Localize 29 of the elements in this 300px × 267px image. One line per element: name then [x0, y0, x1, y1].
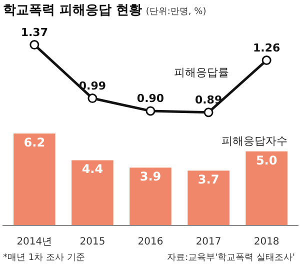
- point: [204, 108, 214, 118]
- point: [30, 40, 40, 50]
- data-label: 4.4: [82, 162, 104, 176]
- bar: [72, 160, 114, 226]
- data-label: 1.26: [253, 41, 280, 54]
- point: [146, 106, 156, 116]
- bar: [14, 134, 56, 226]
- chart-subtitle: (단위:만명, %): [146, 7, 206, 17]
- data-label: 6.2: [24, 136, 46, 150]
- point: [88, 94, 98, 104]
- bar: [130, 168, 172, 226]
- x-tick-label: 2018: [254, 236, 280, 248]
- data-label: 5.0: [256, 153, 278, 168]
- bar: [246, 151, 288, 226]
- x-tick-label: 2017: [196, 236, 222, 248]
- data-label: 0.90: [136, 92, 164, 105]
- x-tick-label: 2015: [80, 236, 106, 248]
- data-label: 3.7: [198, 172, 220, 187]
- bar: [188, 170, 230, 226]
- x-tick-label: 2016: [138, 236, 164, 248]
- x-tick-label: 2014년: [16, 236, 52, 248]
- data-label: 3.9: [140, 170, 162, 184]
- data-label: 1.37: [20, 26, 48, 39]
- chart-title: 학교폭력 피해응답 현황: [3, 3, 142, 18]
- series-label: 피해응답자수: [221, 134, 288, 148]
- series-label: 피해응답률: [174, 66, 229, 79]
- text: 자료:교육부'학교폭력 실태조사': [167, 252, 295, 265]
- point: [262, 56, 272, 66]
- text: *매년 1차 조사 기준: [3, 252, 85, 265]
